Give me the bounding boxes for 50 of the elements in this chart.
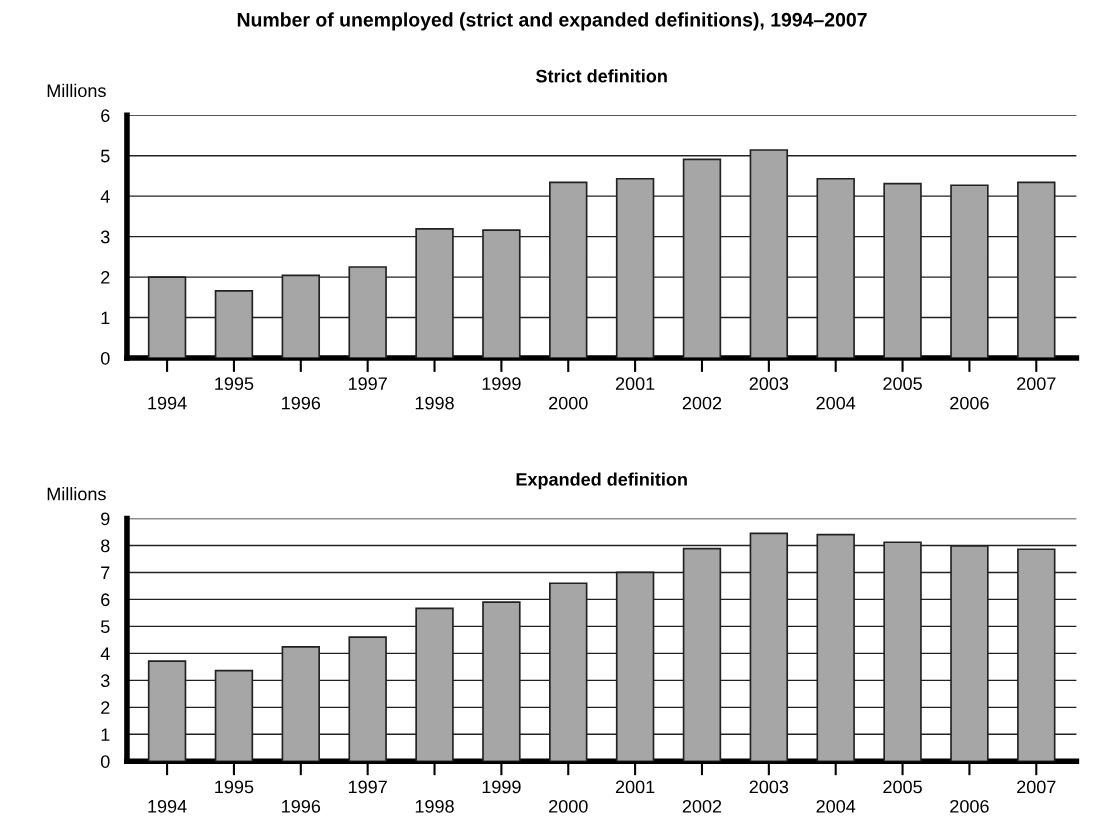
x-tick-label: 2007 — [1017, 780, 1056, 794]
chart-subtitle: Strict definition — [536, 69, 667, 83]
y-tick-label: 3 — [100, 674, 110, 688]
y-tick-label: 2 — [101, 701, 110, 714]
x-tick-label: 1999 — [482, 377, 521, 391]
y-tick-label: 1 — [101, 311, 110, 325]
x-tick-label: 2001 — [615, 780, 655, 794]
x-tick-label: 2003 — [749, 780, 789, 794]
y-tick-label: 8 — [101, 539, 110, 553]
chart-title: Number of unemployed (strict and expanded definitions), 1994–2007 — [237, 12, 867, 31]
y-tick-label: 7 — [101, 566, 110, 579]
x-tick-label: 2004 — [816, 799, 856, 813]
chart-subtitle: Expanded definition — [516, 472, 687, 490]
x-tick-label: 1997 — [348, 780, 387, 794]
x-tick-label: 2000 — [549, 396, 588, 410]
x-tick-label: 2001 — [615, 377, 655, 391]
x-tick-label: 2006 — [950, 396, 989, 410]
x-tick-label: 1996 — [282, 396, 321, 410]
x-tick-label: 2000 — [549, 799, 588, 813]
y-axis-title: Millions — [47, 83, 106, 98]
x-tick-label: 1995 — [215, 780, 254, 794]
y-tick-label: 2 — [101, 271, 110, 284]
y-tick-label: 3 — [100, 230, 110, 244]
x-tick-label: 1997 — [348, 377, 387, 391]
y-tick-label: 6 — [101, 109, 110, 122]
x-tick-label: 1998 — [415, 396, 454, 410]
x-tick-label: 1999 — [482, 780, 521, 794]
y-tick-label: 9 — [101, 512, 110, 526]
y-tick-label: 4 — [100, 647, 110, 660]
x-tick-label: 1998 — [415, 799, 454, 813]
x-tick-label: 2005 — [883, 377, 922, 391]
y-tick-label: 4 — [100, 190, 110, 203]
x-tick-label: 2005 — [883, 780, 922, 794]
y-tick-label: 6 — [101, 593, 110, 607]
y-tick-label: 0 — [100, 351, 110, 365]
y-tick-label: 1 — [101, 728, 110, 741]
x-tick-label: 2004 — [816, 396, 856, 410]
x-tick-label: 1995 — [215, 377, 254, 391]
y-axis-title: Millions — [47, 487, 106, 501]
x-tick-label: 2007 — [1017, 377, 1056, 391]
x-tick-label: 1994 — [148, 799, 187, 813]
x-tick-label: 1994 — [148, 396, 187, 410]
x-tick-label: 2002 — [682, 396, 722, 410]
y-tick-label: 5 — [100, 149, 110, 163]
x-tick-label: 1996 — [282, 799, 321, 813]
y-tick-label: 0 — [100, 755, 110, 768]
x-tick-label: 2006 — [950, 799, 989, 813]
x-tick-label: 2003 — [749, 377, 789, 391]
x-tick-label: 2002 — [682, 799, 722, 813]
y-tick-label: 5 — [100, 620, 110, 634]
